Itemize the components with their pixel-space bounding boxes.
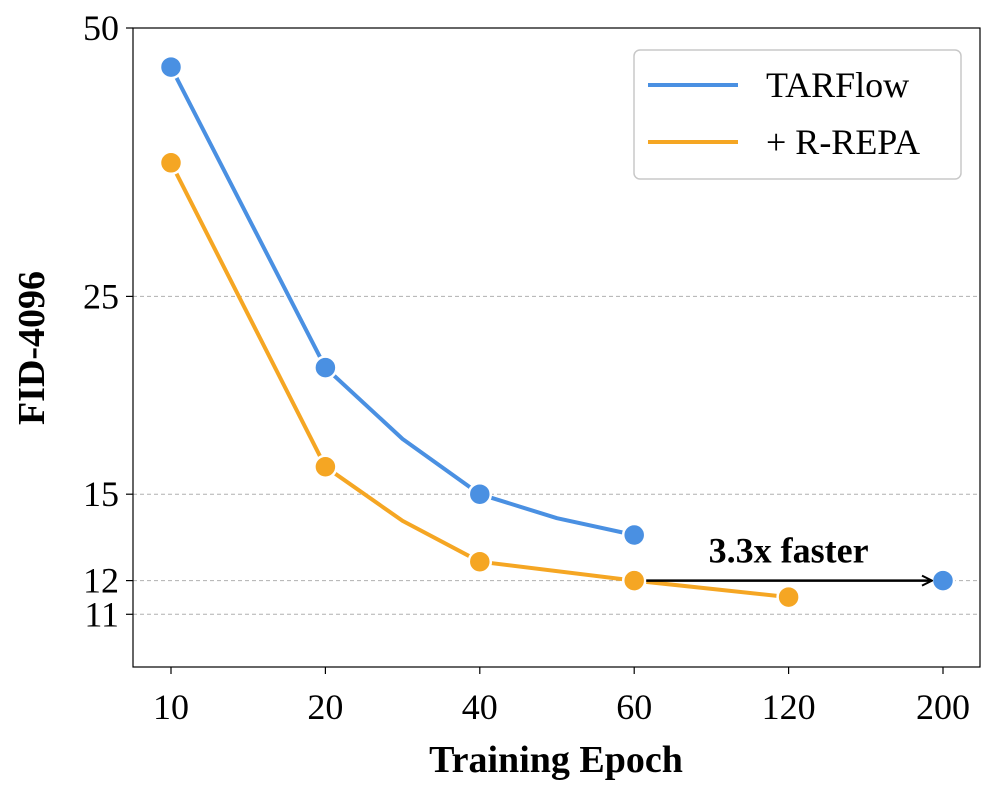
series-line-r-repa (169, 160, 791, 600)
y-axis-title: FID-4096 (11, 271, 53, 425)
data-point-r-repa-60 (621, 568, 647, 593)
y-tick-label-50: 50 (83, 8, 119, 48)
data-series (158, 54, 956, 610)
data-point-r-repa-20 (313, 454, 338, 480)
data-point-tarflow-20 (313, 355, 338, 380)
y-tick-label-11: 11 (84, 594, 119, 634)
x-tick-label-200: 200 (916, 687, 970, 727)
x-tick-label-20: 20 (307, 687, 343, 727)
x-axis-title: Training Epoch (429, 739, 683, 781)
series-line-tarflow (169, 65, 637, 537)
y-tick-label-15: 15 (83, 474, 119, 514)
series-r-repa (158, 150, 801, 610)
legend-label-r-repa: + R-REPA (766, 122, 920, 162)
data-point-tarflow-40 (467, 481, 493, 507)
x-tick-label-60: 60 (616, 687, 652, 727)
plot-frame (132, 27, 981, 668)
legend-box (633, 49, 962, 180)
legend: TARFlow + R-REPA (633, 49, 962, 180)
data-point-tarflow-10 (158, 54, 184, 80)
data-point-tarflow-200 (930, 568, 956, 593)
data-point-r-repa-10 (158, 150, 184, 176)
legend-label-tarflow: TARFlow (766, 65, 909, 105)
annotations: 3.3x faster (646, 531, 931, 581)
data-point-r-repa-120 (776, 584, 801, 610)
x-tick-label-120: 120 (762, 687, 816, 727)
gridlines (133, 295, 980, 615)
y-tick-label-25: 25 (83, 276, 119, 316)
x-tick-label-10: 10 (153, 687, 189, 727)
data-point-tarflow-60 (621, 522, 647, 548)
y-tick-label-12: 12 (83, 561, 119, 601)
annotation-label: 3.3x faster (709, 531, 869, 571)
data-point-r-repa-40 (467, 549, 493, 574)
series-tarflow (158, 54, 956, 593)
x-tick-label-40: 40 (462, 687, 498, 727)
